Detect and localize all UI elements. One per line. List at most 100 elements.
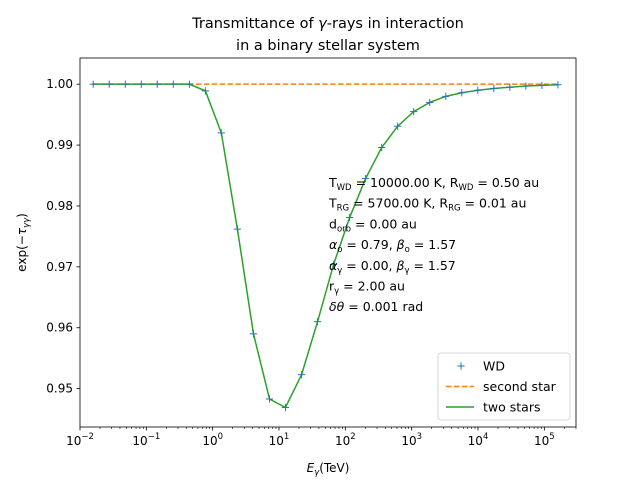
legend-item: WD (457, 359, 505, 374)
x-tick-exponent: 3 (417, 432, 422, 442)
labels: Transmittance of γ-rays in interactionin… (15, 16, 539, 478)
y-label-prefix: exp(− (15, 235, 29, 272)
y-label-suffix: ) (15, 213, 29, 218)
wd-marker-point (137, 80, 145, 88)
x-tick-mantissa: 10 (468, 434, 483, 448)
annotation-segment: = 0.50 au (473, 175, 539, 190)
annotation-segment: = 1.57 (410, 258, 456, 273)
legend-label: second star (483, 379, 557, 394)
wd-marker-point (522, 82, 530, 90)
x-label-unit: (TeV) (319, 461, 349, 475)
x-tick-exponent: 2 (350, 432, 355, 442)
parameter-annotation-line: dorb = 0.00 au (329, 216, 417, 234)
wd-marker-point (201, 87, 209, 95)
legend: WD second star two stars (437, 352, 571, 421)
x-tick-exponent: 5 (549, 432, 554, 442)
x-tick-exponent: −1 (148, 432, 161, 442)
wd-marker-point (249, 330, 258, 338)
annotation-segment: = 0.79, (342, 237, 396, 252)
x-tick-mantissa: 10 (401, 434, 416, 448)
annotation-segment: γ (334, 287, 339, 297)
legend-item: second star (446, 379, 557, 394)
annotation-segment: T (328, 196, 337, 211)
wd-marker-point (410, 107, 418, 116)
parameter-annotation-line: rγ = 2.00 au (329, 279, 405, 297)
x-tick-mantissa: 10 (66, 434, 81, 448)
wd-marker-point (265, 395, 274, 403)
annotation-segment: α (329, 258, 338, 273)
x-tick-exponent: 0 (218, 432, 223, 442)
x-label-sub: γ (314, 468, 320, 478)
title-part: Transmittance of (191, 16, 318, 32)
annotation-segment: γ (337, 266, 342, 276)
parameter-annotation-line: αo = 0.79, βo = 1.57 (329, 237, 456, 255)
annotation-segment: α (329, 237, 338, 252)
annotation-segment: = 0.01 au (461, 196, 527, 211)
x-tick-mantissa: 10 (202, 434, 217, 448)
parameter-annotation-line: TWD = 10000.00 K, RWD = 0.50 au (328, 175, 539, 193)
parameter-annotation-line: TRG = 5700.00 K, RRG = 0.01 au (328, 196, 526, 214)
wd-marker-point (346, 213, 354, 222)
wd-marker-point (121, 80, 129, 88)
x-tick-mantissa: 10 (132, 434, 147, 448)
wd-marker-point (217, 129, 225, 137)
y-tick-label: 0.99 (46, 138, 73, 152)
annotation-segment: β (396, 237, 405, 252)
wd-marker-point (89, 80, 97, 88)
legend-item: two stars (446, 400, 540, 415)
legend-label: WD (483, 359, 505, 374)
wd-marker-point (329, 260, 338, 269)
x-tick-label: 105 (534, 432, 555, 448)
x-tick-label: 104 (468, 432, 489, 448)
annotation-segment: r (329, 279, 335, 294)
x-axis-label: Eγ(TeV) (307, 461, 350, 478)
annotation-segment: δθ (329, 299, 345, 314)
legend-box (437, 352, 571, 421)
y-tick-label: 0.95 (46, 382, 73, 396)
wd-marker-point (490, 84, 498, 93)
x-tick-exponent: −2 (81, 432, 94, 442)
title-part: -rays in interaction (327, 16, 464, 32)
parameter-annotation-line: δθ = 0.001 rad (329, 299, 423, 314)
x-tick-mantissa: 10 (269, 434, 284, 448)
wd-marker-point (233, 225, 242, 233)
wd-marker-point (378, 143, 386, 152)
wd-marker-point (426, 98, 434, 107)
wd-marker-point (313, 318, 322, 326)
x-tick-label: 101 (269, 432, 290, 448)
y-label-sub: γγ (22, 217, 32, 228)
annotation-segment: o (337, 245, 342, 255)
annotation-segment: = 5700.00 K, R (349, 196, 448, 211)
annotation-segment: o (405, 245, 410, 255)
x-label-main: E (307, 461, 315, 475)
title-gamma: γ (318, 16, 328, 32)
x-tick-exponent: 4 (483, 432, 488, 442)
axes-frame (79, 57, 577, 428)
wd-marker-point (442, 92, 450, 100)
x-tick-label: 100 (202, 432, 223, 448)
annotation-segment: WD (458, 183, 473, 193)
annotation-segment: β (395, 258, 404, 273)
chart-title-line-1: Transmittance of γ-rays in interaction (191, 16, 464, 32)
x-tick-mantissa: 10 (534, 434, 549, 448)
wd-marker-point (474, 86, 482, 94)
axes: 10−2 10−1 100 101 102 103 104 1050.950.960.970.… (46, 57, 577, 448)
annotation-segment: = 2.00 au (339, 279, 405, 294)
wd-marker-point (297, 371, 306, 379)
parameter-annotation-line: αγ = 0.00, βγ = 1.57 (329, 258, 456, 276)
x-tick-label: 103 (401, 432, 422, 448)
y-label-tau: τ (15, 227, 29, 235)
y-tick-label: 0.97 (46, 260, 73, 274)
wd-marker-point (105, 80, 113, 88)
legend-label: two stars (483, 400, 540, 415)
annotation-segment: d (329, 216, 337, 231)
y-axis-label: exp(−τγγ) (15, 213, 32, 272)
y-tick-label: 0.96 (46, 321, 73, 335)
annotation-segment: = 1.57 (410, 237, 456, 252)
chart-title-line-2: in a binary stellar system (236, 38, 420, 54)
wd-marker-point (506, 83, 514, 91)
wd-marker-point (281, 403, 290, 412)
wd-marker-point (554, 81, 562, 89)
annotation-segment: = 0.00 au (351, 216, 417, 231)
